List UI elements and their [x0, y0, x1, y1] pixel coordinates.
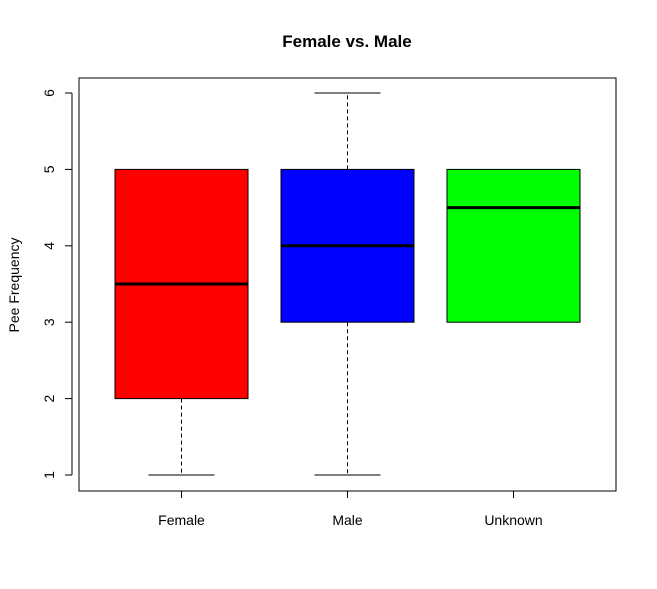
y-tick-label: 5 — [41, 165, 57, 173]
y-tick-label: 1 — [41, 471, 57, 479]
x-tick-label: Female — [158, 512, 205, 528]
y-axis: 1 2 3 4 5 6 — [41, 89, 73, 479]
x-tick-label: Unknown — [484, 512, 542, 528]
y-tick-label: 4 — [41, 242, 57, 250]
box-body — [446, 168, 581, 323]
box-unknown — [446, 168, 581, 323]
chart-title: Female vs. Male — [282, 32, 411, 51]
y-tick-label: 6 — [41, 89, 57, 97]
box-female — [114, 168, 249, 476]
box-male — [280, 92, 415, 476]
x-axis: Female Male Unknown — [158, 491, 543, 528]
y-axis-label: Pee Frequency — [6, 238, 22, 333]
boxes-group — [114, 92, 581, 476]
y-tick-label: 3 — [41, 318, 57, 326]
y-tick-label: 2 — [41, 394, 57, 402]
x-tick-label: Male — [332, 512, 363, 528]
